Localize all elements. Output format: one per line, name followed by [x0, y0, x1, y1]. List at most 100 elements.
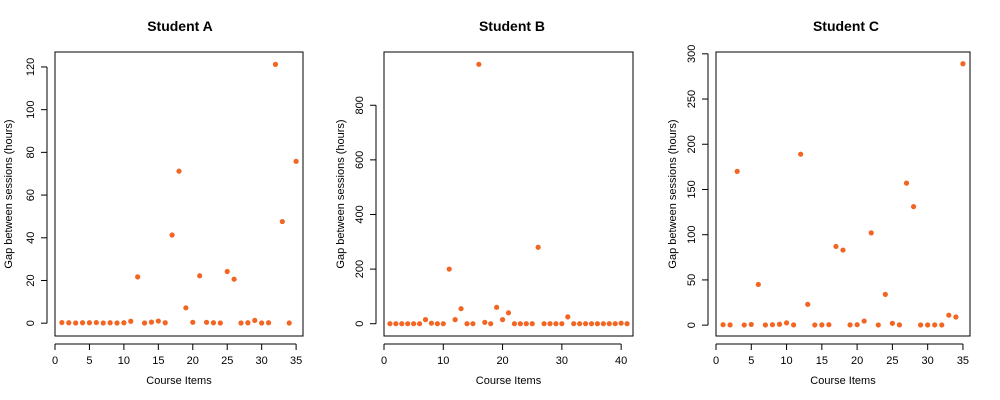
- y-tick-label: 100: [25, 100, 37, 118]
- data-point: [840, 247, 846, 253]
- data-point: [183, 305, 189, 311]
- data-point: [812, 322, 818, 328]
- data-point: [141, 320, 148, 326]
- data-point: [252, 317, 258, 324]
- data-point: [541, 321, 547, 327]
- y-tick-label: 800: [354, 96, 366, 114]
- data-point: [217, 320, 223, 326]
- data-point: [399, 321, 405, 327]
- y-tick-label: 60: [25, 189, 37, 201]
- data-point: [559, 321, 565, 327]
- y-tick-label: 20: [25, 274, 37, 286]
- data-point: [440, 321, 446, 327]
- data-point: [176, 168, 182, 174]
- data-point: [748, 321, 754, 328]
- data-point: [741, 322, 747, 328]
- x-axis-label: Course Items: [146, 375, 212, 387]
- data-point: [416, 321, 423, 327]
- data-point: [114, 320, 120, 326]
- data-point: [805, 301, 811, 307]
- plot-frame: [383, 51, 634, 337]
- data-point: [148, 319, 155, 325]
- data-point: [100, 320, 106, 326]
- data-point: [523, 321, 529, 327]
- data-point: [606, 321, 612, 327]
- y-tick-label: 80: [25, 146, 37, 158]
- y-tick-label: 100: [686, 226, 698, 244]
- chart-panel-3: Student C 0 5 10 15 20 25 30 35 0 50 100 150 200 250 30…: [667, 18, 971, 387]
- data-point: [577, 321, 583, 327]
- x-tick-label: 25: [221, 355, 233, 367]
- data-point: [953, 314, 959, 320]
- data-point: [66, 320, 72, 326]
- data-point: [903, 180, 910, 186]
- data-point: [960, 61, 966, 67]
- x-tick-label: 10: [780, 355, 792, 367]
- x-tick-label: 30: [556, 355, 568, 367]
- data-point: [259, 320, 265, 326]
- chart-title: Student C: [813, 18, 879, 34]
- data-point: [279, 218, 285, 225]
- y-axis-label: Gap between sessions (hours): [667, 119, 679, 268]
- x-tick-label: 15: [816, 355, 828, 367]
- x-tick-label: 15: [152, 355, 164, 367]
- data-point: [505, 310, 512, 316]
- data-point: [231, 276, 237, 282]
- data-point: [946, 312, 952, 318]
- y-tick-label: 600: [354, 151, 366, 169]
- data-point: [210, 320, 217, 326]
- x-tick-label: 10: [118, 355, 130, 367]
- x-tick-label: 35: [290, 355, 302, 367]
- data-point: [73, 320, 79, 326]
- data-point: [169, 232, 175, 238]
- x-axis-label: Course Items: [810, 375, 876, 387]
- data-point: [769, 322, 776, 328]
- data-point: [925, 322, 931, 328]
- data-point: [452, 317, 458, 323]
- data-point: [428, 320, 435, 326]
- y-tick-label: 0: [686, 322, 698, 328]
- data-point: [755, 281, 761, 288]
- data-point: [612, 321, 618, 327]
- y-tick-label: 50: [686, 274, 698, 286]
- data-point: [155, 318, 161, 324]
- data-point: [393, 321, 399, 327]
- data-point: [826, 322, 832, 328]
- data-point: [734, 168, 740, 174]
- data-point: [203, 319, 210, 325]
- y-tick-label: 150: [686, 180, 698, 198]
- data-point: [582, 321, 589, 327]
- y-axis-label: Gap between sessions (hours): [3, 119, 15, 268]
- data-point: [776, 321, 783, 327]
- data-point: [783, 320, 790, 326]
- data-point: [197, 273, 203, 279]
- data-point: [882, 291, 888, 297]
- data-point: [272, 61, 279, 67]
- data-point: [910, 204, 917, 210]
- data-point: [121, 320, 127, 326]
- x-tick-label: 5: [748, 355, 754, 367]
- plot-frame: [54, 51, 304, 337]
- y-tick-label: 0: [25, 320, 37, 326]
- data-point: [446, 266, 452, 272]
- data-point: [387, 321, 393, 327]
- data-point: [875, 322, 881, 328]
- data-point: [854, 322, 860, 328]
- data-point: [889, 320, 895, 326]
- data-point: [939, 322, 945, 328]
- data-point: [547, 321, 553, 327]
- y-tick-label: 250: [686, 90, 698, 108]
- data-point: [286, 320, 292, 326]
- x-tick-label: 30: [922, 355, 934, 367]
- data-point: [720, 322, 726, 328]
- data-point: [499, 317, 506, 323]
- data-point: [762, 322, 768, 328]
- data-point: [517, 321, 523, 327]
- x-tick-label: 30: [256, 355, 268, 367]
- x-tick-label: 40: [615, 355, 627, 367]
- data-point: [238, 320, 244, 326]
- data-point: [624, 321, 630, 327]
- x-axis-label: Course Items: [476, 375, 542, 387]
